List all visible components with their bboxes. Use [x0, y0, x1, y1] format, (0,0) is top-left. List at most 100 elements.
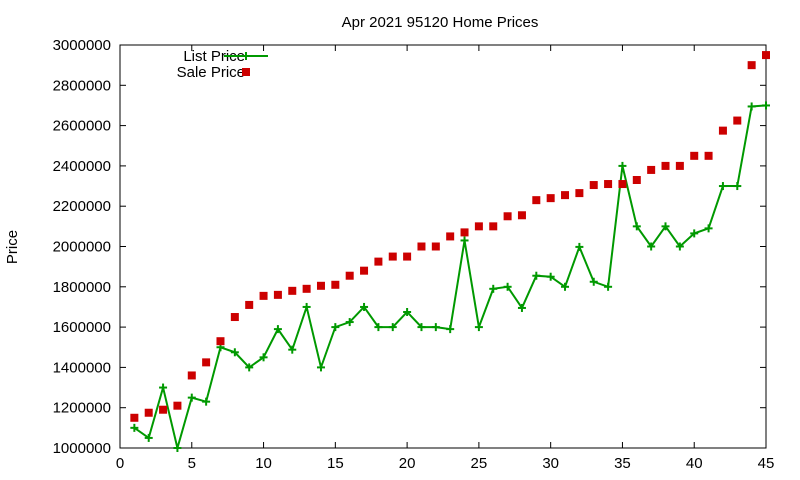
list-price-point	[403, 307, 412, 316]
list-price-point	[431, 323, 440, 332]
sale-price-point	[503, 212, 512, 221]
sale-price-point	[546, 194, 555, 203]
list-price-point	[460, 236, 469, 245]
list-price-point	[561, 282, 570, 291]
sale-price-point	[604, 180, 613, 189]
series-sale-price	[130, 51, 770, 422]
list-price-point	[130, 423, 139, 432]
sale-price-point	[762, 51, 770, 60]
list-price-point	[302, 302, 311, 311]
sale-price-point	[259, 291, 268, 300]
y-tick-label: 1000000	[53, 440, 111, 457]
x-tick-label: 25	[471, 455, 488, 472]
list-price-point	[259, 353, 268, 362]
x-tick-label: 15	[327, 455, 344, 472]
list-price-point	[747, 102, 756, 111]
sale-price-point	[345, 271, 354, 280]
x-tick-label: 35	[614, 455, 631, 472]
list-price-point	[360, 302, 369, 311]
sale-price-point	[704, 151, 713, 160]
x-tick-label: 45	[758, 455, 775, 472]
x-tick-label: 30	[542, 455, 559, 472]
sale-price-point	[718, 126, 727, 135]
list-price-point	[532, 271, 541, 280]
list-price-point	[589, 277, 598, 286]
sale-price-point	[173, 401, 182, 410]
y-tick-label: 3000000	[53, 37, 111, 54]
axes: 0 5 10 15 20 25 30 35 40 45 1000000 1200000 1400000 1…	[53, 37, 775, 472]
list-price-point	[245, 363, 254, 372]
y-axis-label: Price	[4, 230, 21, 264]
list-price-point	[733, 182, 742, 191]
sale-price-point	[130, 413, 139, 422]
sale-price-point	[374, 257, 383, 266]
y-tick-label: 1200000	[53, 400, 111, 417]
sale-price-point	[474, 222, 483, 231]
sale-price-point	[632, 176, 641, 185]
sale-price-point	[618, 180, 627, 189]
sale-price-point	[647, 165, 656, 174]
list-price-point	[374, 323, 383, 332]
x-tick-label: 0	[116, 455, 124, 472]
sale-price-point	[460, 228, 469, 237]
list-price-point	[503, 282, 512, 291]
sale-price-point	[273, 290, 282, 299]
series-list-price	[130, 101, 770, 452]
sale-price-point	[675, 161, 684, 170]
list-price-point	[230, 348, 239, 357]
y-tick-label: 1400000	[53, 359, 111, 376]
list-price-point	[661, 222, 670, 231]
sale-price-point	[302, 284, 311, 293]
sale-price-point	[187, 371, 196, 380]
list-price-point	[273, 325, 282, 334]
list-price-point	[690, 229, 699, 238]
list-price-point	[517, 303, 526, 312]
x-tick-label: 40	[686, 455, 703, 472]
y-tick-label: 2200000	[53, 198, 111, 215]
list-price-point	[704, 224, 713, 233]
list-price-point	[345, 318, 354, 327]
list-price-point	[417, 323, 426, 332]
sale-price-point	[561, 191, 570, 200]
list-price-point	[331, 323, 340, 332]
legend-label-list-price: List Price	[183, 48, 245, 65]
list-price-line	[133, 104, 767, 452]
list-price-point	[388, 323, 397, 332]
sale-price-point	[517, 211, 526, 220]
sale-price-point	[216, 337, 225, 346]
sale-price-point	[489, 222, 498, 231]
sale-price-point	[575, 189, 584, 198]
list-price-point	[718, 182, 727, 191]
sale-price-point	[661, 161, 670, 170]
list-price-point	[316, 363, 325, 372]
sale-price-point	[388, 252, 397, 261]
x-tick-label: 10	[255, 455, 272, 472]
sale-price-point	[733, 116, 742, 125]
list-price-point	[474, 323, 483, 332]
series-layer	[130, 51, 770, 452]
sale-price-point	[230, 313, 239, 322]
x-tick-label: 20	[399, 455, 416, 472]
sale-price-point	[690, 151, 699, 160]
sale-price-point	[446, 232, 455, 241]
x-tick-label: 5	[188, 455, 196, 472]
list-price-point	[632, 222, 641, 231]
list-price-point	[159, 383, 168, 392]
chart-title: Apr 2021 95120 Home Prices	[342, 14, 539, 31]
y-tick-label: 2800000	[53, 77, 111, 94]
list-price-point	[489, 284, 498, 293]
y-tick-label: 1600000	[53, 319, 111, 336]
legend-marker-sale-price	[242, 68, 250, 76]
sale-price-point	[360, 266, 369, 275]
list-price-point	[575, 242, 584, 251]
list-price-point	[675, 242, 684, 251]
sale-price-point	[202, 358, 211, 367]
sale-price-point	[589, 181, 598, 190]
legend-marker-list-price	[242, 52, 250, 60]
y-tick-label: 1800000	[53, 279, 111, 296]
sale-price-point	[288, 286, 297, 295]
sale-price-point	[431, 242, 440, 251]
list-price-point	[647, 242, 656, 251]
